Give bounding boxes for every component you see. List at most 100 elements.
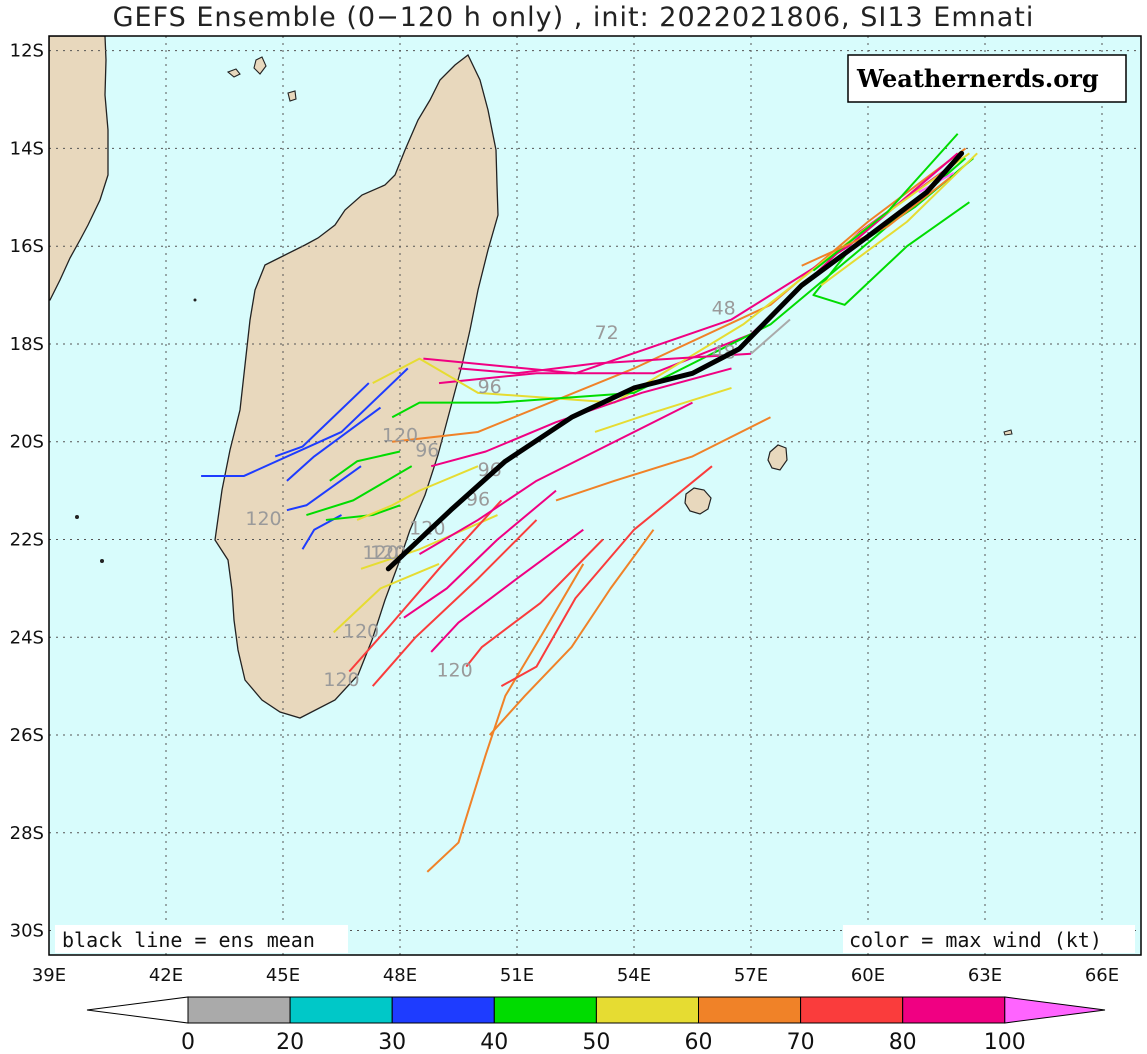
colorbar-low-arrow: [86, 996, 189, 1024]
ensemble-member-track: [426, 563, 585, 873]
x-tick-label: 39E: [32, 965, 66, 986]
ensemble-member-track: [360, 514, 498, 570]
ensemble-member-track: [201, 367, 409, 477]
ensemble-member-track: [325, 504, 401, 521]
legend-note-right: color = max wind (kt): [849, 928, 1102, 952]
x-tick-label: 48E: [383, 965, 417, 986]
colorbar-segment: [289, 996, 393, 1024]
rodrigues-island: [1003, 429, 1013, 436]
x-tick-label: 45E: [266, 965, 300, 986]
legend-note-left-box: [55, 925, 348, 953]
colorbar-high-arrow: [1004, 996, 1106, 1024]
y-tick-label: 16S: [10, 236, 44, 257]
colorbar-segment: [187, 996, 291, 1024]
ensemble-member-track: [500, 465, 713, 688]
y-tick-label: 28S: [10, 823, 44, 844]
ensemble-member-track: [286, 465, 362, 512]
ensemble-member-track: [430, 528, 584, 653]
ensemble-member-track: [488, 529, 655, 736]
ensemble-member-track: [371, 519, 538, 687]
ensemble-member-track: [801, 176, 951, 267]
colorbar-label: 100: [984, 1030, 1026, 1054]
y-tick-label: 20S: [10, 432, 44, 453]
ensemble-member-track: [430, 367, 732, 468]
forecast-hour-label: 120: [382, 425, 418, 447]
forecast-hour-label: 120: [343, 620, 379, 642]
islet-dot: [100, 559, 104, 563]
ensemble-mean-track: [385, 150, 965, 572]
ensemble-member-track: [403, 489, 557, 619]
ensemble-member-track: [286, 406, 382, 482]
y-tick-label: 22S: [10, 529, 44, 550]
ensemble-member-track: [274, 382, 370, 458]
colorbar-label: 20: [276, 1030, 304, 1054]
mauritius-island: [767, 444, 788, 471]
forecast-hour-label: 120: [436, 659, 472, 681]
x-axis: 39E 42E 45E 48E 51E 54E 57E 60E 63E 66E: [32, 965, 1119, 986]
colorbar-segment: [800, 996, 904, 1024]
legend-note-left: black line = ens mean: [62, 928, 315, 952]
islet-dot: [75, 515, 79, 519]
ensemble-member-track: [812, 157, 974, 306]
watermark-box: [847, 54, 1127, 103]
forecast-hour-label: 120: [370, 542, 406, 564]
ensemble-member-track: [333, 563, 440, 634]
ensemble-tracks: [201, 133, 978, 873]
watermark-text: Weathernerds.org: [856, 64, 1099, 93]
x-tick-label: 51E: [500, 965, 534, 986]
colorbar-label: 30: [378, 1030, 406, 1054]
colorbar-segment: [595, 996, 700, 1024]
ocean-background: [49, 36, 1141, 955]
reunion-island: [684, 487, 712, 515]
legend-note-right-box: [843, 925, 1135, 953]
colorbar-label: 40: [480, 1030, 508, 1054]
y-tick-label: 12S: [10, 41, 44, 62]
ensemble-member-track: [458, 352, 752, 375]
ensemble-member-track: [391, 157, 967, 419]
y-tick-label: 24S: [10, 627, 44, 648]
y-tick-label: 30S: [10, 921, 44, 942]
ensemble-member-track: [418, 401, 693, 556]
colorbar-segment: [493, 996, 597, 1024]
ensemble-member-track: [555, 416, 771, 502]
colorbar-segment: [391, 996, 495, 1024]
colorbar-label: 60: [685, 1030, 713, 1054]
forecast-hour-label: 96: [478, 376, 502, 398]
madagascar-landmass: [214, 53, 499, 719]
colorbar-segment: [902, 996, 1006, 1024]
ensemble-member-track: [465, 538, 604, 668]
y-tick-label: 18S: [10, 334, 44, 355]
x-tick-label: 42E: [149, 965, 183, 986]
forecast-hour-label: 96: [415, 439, 439, 461]
colorbar: 0 20 30 40 50 60 70 80 100: [86, 996, 1106, 1054]
colorbar-segment: [698, 996, 802, 1024]
ensemble-member-track: [348, 499, 503, 673]
x-tick-label: 66E: [1085, 965, 1119, 986]
ensemble-member-track: [594, 387, 732, 433]
ensemble-member-track: [392, 147, 967, 443]
ensemble-member-track: [306, 465, 413, 517]
islet-dot: [193, 298, 197, 302]
map-frame: [48, 35, 1142, 956]
forecast-hour-label: 120: [362, 542, 398, 564]
ensemble-member-track: [356, 465, 479, 521]
x-tick-label: 60E: [851, 965, 885, 986]
africa-landmass: [49, 36, 109, 301]
y-axis: 12S 14S 16S 18S 20S 22S 24S 26S 28S 30S: [10, 41, 44, 942]
forecast-hour-label: 72: [595, 322, 619, 344]
comoros-islands: [226, 56, 297, 102]
ensemble-member-track: [750, 318, 791, 355]
x-tick-label: 54E: [617, 965, 651, 986]
colorbar-label: 70: [787, 1030, 815, 1054]
grid-lines: [49, 36, 1141, 955]
ensemble-member-track: [812, 133, 959, 272]
forecast-hour-label: 48: [712, 298, 736, 320]
ensemble-member-track: [820, 152, 978, 287]
colorbar-label: 0: [181, 1030, 195, 1054]
y-tick-label: 14S: [10, 138, 44, 159]
colorbar-label: 50: [582, 1030, 610, 1054]
colorbar-label: 80: [889, 1030, 917, 1054]
map-title: GEFS Ensemble (0−120 h only) , init: 202…: [112, 2, 1035, 33]
forecast-hour-label: 96: [478, 459, 502, 481]
